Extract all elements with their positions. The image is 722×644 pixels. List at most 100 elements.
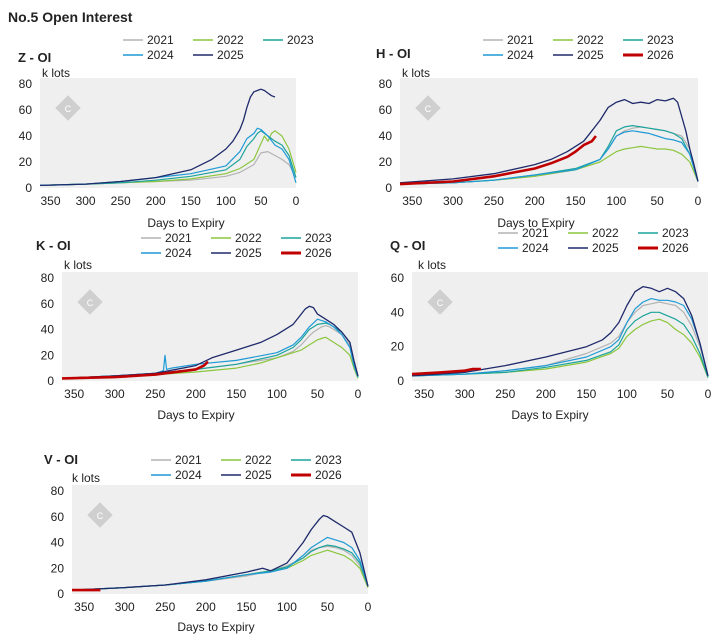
legend-label: 2024 <box>522 241 549 255</box>
legend-label: 2021 <box>507 33 534 47</box>
y-tick-label: 40 <box>51 536 65 550</box>
plot-area <box>40 78 296 188</box>
legend-label: 2023 <box>315 453 342 467</box>
series-line-2022 <box>39 130 297 186</box>
chart-title: K - OI <box>36 238 71 253</box>
legend-label: 2025 <box>217 48 244 62</box>
y-axis-unit-label: k lots <box>64 258 92 272</box>
series-line-2025 <box>399 97 699 184</box>
page-title: No.5 Open Interest <box>8 9 133 25</box>
y-axis-unit-label: k lots <box>418 258 446 272</box>
y-tick-label: 60 <box>41 297 55 311</box>
x-tick-label: 50 <box>321 600 335 614</box>
plot-area <box>72 485 368 594</box>
x-tick-label: 100 <box>277 600 297 614</box>
legend-label: 2021 <box>147 33 174 47</box>
x-tick-label: 250 <box>495 387 515 401</box>
watermark-logo-mark: C <box>87 298 94 308</box>
legend-label: 2025 <box>577 48 604 62</box>
x-tick-label: 300 <box>105 387 125 401</box>
x-tick-label: 350 <box>41 194 61 208</box>
watermark-logo-mark: C <box>65 104 72 114</box>
chart-panel: C Q - OI k lots 0 20 40 60 350 300 250 200 150 100 50… <box>390 226 712 422</box>
x-tick-label: 350 <box>74 600 94 614</box>
x-axis-label: Days to Expiry <box>497 216 574 230</box>
x-tick-label: 200 <box>196 600 216 614</box>
x-tick-label: 350 <box>414 387 434 401</box>
watermark-logo-mark: C <box>97 511 104 521</box>
x-tick-label: 50 <box>661 387 675 401</box>
series-line-2023 <box>411 311 709 378</box>
y-axis-unit-label: k lots <box>402 66 430 80</box>
x-tick-label: 250 <box>145 387 165 401</box>
series-line-2025 <box>71 514 369 591</box>
y-tick-label: 20 <box>19 155 33 169</box>
x-tick-label: 250 <box>155 600 175 614</box>
watermark-logo <box>77 289 103 315</box>
x-tick-label: 150 <box>226 387 246 401</box>
series-line-2022 <box>399 145 699 185</box>
y-tick-label: 0 <box>57 587 64 601</box>
series-line-2025 <box>411 285 709 377</box>
y-tick-label: 60 <box>391 271 405 285</box>
legend-label: 2023 <box>647 33 674 47</box>
chart-panel: C Z - OIk lots 0 20 40 60 80 350 300 250 200 150 100… <box>18 33 314 230</box>
x-tick-label: 100 <box>606 194 626 208</box>
x-tick-label: 50 <box>254 194 268 208</box>
x-axis-label: Days to Expiry <box>177 620 254 634</box>
y-tick-label: 20 <box>41 348 55 362</box>
x-tick-label: 300 <box>76 194 96 208</box>
x-tick-label: 350 <box>64 387 84 401</box>
x-tick-label: 200 <box>536 387 556 401</box>
series-line-2024 <box>399 130 699 185</box>
legend-label: 2024 <box>175 468 202 482</box>
series-line-2026 <box>411 367 481 376</box>
y-tick-label: 40 <box>391 305 405 319</box>
legend-label: 2022 <box>577 33 604 47</box>
x-tick-label: 50 <box>650 194 664 208</box>
series-line-2026 <box>61 360 209 380</box>
y-tick-label: 0 <box>25 181 32 195</box>
y-tick-label: 80 <box>379 77 393 91</box>
chart-title: H - OI <box>376 46 411 61</box>
chart-panel: C H - OI k lots 0 20 40 60 80 350 300 250 200 150 100… <box>376 33 702 230</box>
legend-label: 2021 <box>175 453 202 467</box>
x-tick-label: 0 <box>705 387 712 401</box>
y-tick-label: 20 <box>379 155 393 169</box>
legend-label: 2026 <box>315 468 342 482</box>
y-tick-label: 80 <box>51 484 65 498</box>
legend-label: 2021 <box>522 226 549 240</box>
x-tick-label: 250 <box>111 194 131 208</box>
x-axis-label: Days to Expiry <box>147 216 224 230</box>
x-tick-label: 200 <box>146 194 166 208</box>
x-tick-label: 100 <box>216 194 236 208</box>
plot-area <box>400 78 698 188</box>
x-tick-label: 150 <box>566 194 586 208</box>
x-tick-label: 100 <box>617 387 637 401</box>
x-axis-label: Days to Expiry <box>511 408 588 422</box>
x-tick-label: 350 <box>402 194 422 208</box>
y-tick-label: 40 <box>379 129 393 143</box>
legend-label: 2021 <box>165 231 192 245</box>
legend-label: 2022 <box>235 231 262 245</box>
x-tick-label: 300 <box>443 194 463 208</box>
y-tick-label: 0 <box>385 181 392 195</box>
legend-label: 2025 <box>592 241 619 255</box>
chart-title: Z - OI <box>18 50 51 65</box>
series-line-2024 <box>61 318 359 379</box>
legend-label: 2023 <box>305 231 332 245</box>
y-tick-label: 60 <box>19 103 33 117</box>
legend-label: 2022 <box>592 226 619 240</box>
x-tick-label: 200 <box>186 387 206 401</box>
x-tick-label: 0 <box>695 194 702 208</box>
y-tick-label: 20 <box>391 340 405 354</box>
x-tick-label: 300 <box>115 600 135 614</box>
x-tick-label: 0 <box>293 194 300 208</box>
legend-label: 2026 <box>662 241 689 255</box>
legend-label: 2024 <box>165 246 192 260</box>
x-tick-label: 0 <box>355 387 362 401</box>
x-tick-label: 300 <box>455 387 475 401</box>
y-tick-label: 20 <box>51 561 65 575</box>
y-tick-label: 60 <box>379 103 393 117</box>
